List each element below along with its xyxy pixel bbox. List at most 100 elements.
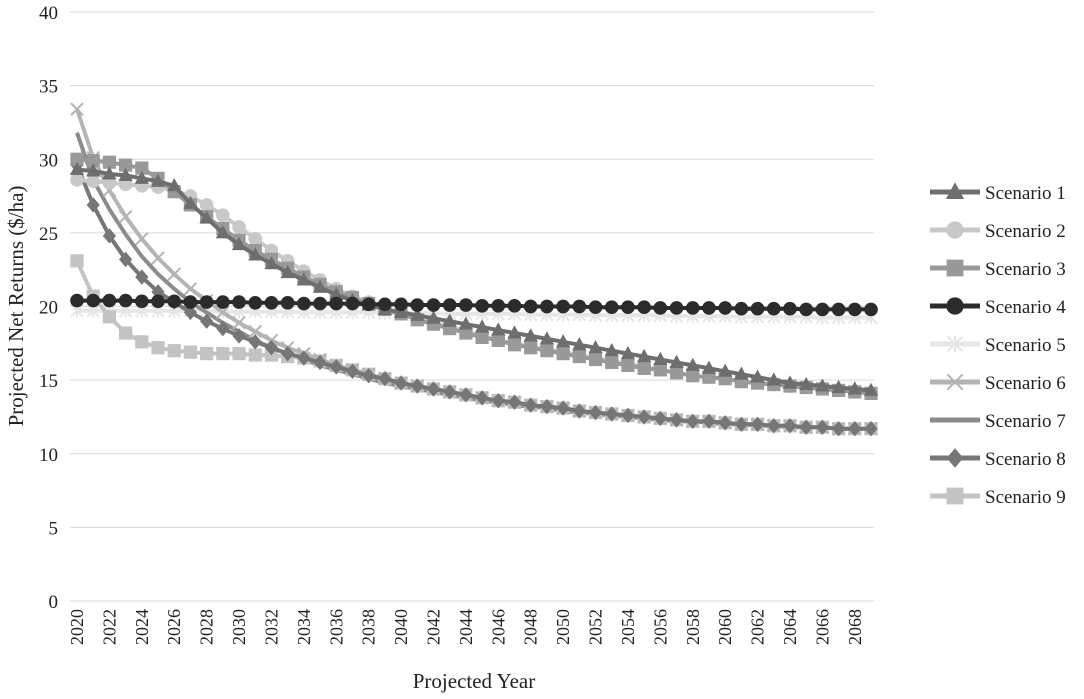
x-tick-label: 2044 xyxy=(456,609,476,645)
data-point xyxy=(70,293,84,308)
data-point xyxy=(426,310,441,324)
data-point xyxy=(604,300,619,315)
data-point xyxy=(280,264,295,279)
data-point xyxy=(248,247,263,261)
data-point xyxy=(232,295,246,309)
x-tick-label: 2062 xyxy=(748,609,768,645)
x-tick-label: 2068 xyxy=(845,609,865,645)
data-point xyxy=(199,210,214,224)
x-tick-label: 2048 xyxy=(521,609,541,645)
data-point xyxy=(766,301,781,316)
data-point xyxy=(264,256,279,270)
data-point xyxy=(297,296,311,311)
data-point xyxy=(669,366,684,380)
data-point xyxy=(734,416,748,432)
data-point xyxy=(86,197,100,213)
data-point xyxy=(167,267,181,281)
x-tick-label: 2034 xyxy=(294,609,314,645)
legend-item-4: Scenario 4 xyxy=(930,297,1066,318)
data-point xyxy=(475,390,489,406)
data-point xyxy=(183,304,198,321)
data-point xyxy=(183,282,198,296)
data-point xyxy=(848,421,862,437)
data-point xyxy=(605,406,619,422)
y-axis-tick-labels: 0 5 10 15 20 25 30 35 40 xyxy=(39,3,58,613)
data-point xyxy=(831,421,846,437)
data-point xyxy=(946,448,964,468)
data-point xyxy=(669,412,684,428)
x-tick-label: 2036 xyxy=(326,609,346,645)
legend-label: Scenario 1 xyxy=(985,183,1066,204)
data-point xyxy=(86,174,101,189)
data-point xyxy=(701,360,717,374)
data-point xyxy=(831,379,846,393)
data-point xyxy=(248,348,262,362)
x-tick-label: 2042 xyxy=(423,609,443,645)
data-point xyxy=(443,384,457,400)
series-1 xyxy=(69,161,879,396)
y-tick-label: 10 xyxy=(39,445,58,466)
data-point xyxy=(782,375,798,389)
data-point xyxy=(588,404,603,421)
data-point xyxy=(946,335,964,353)
data-point xyxy=(102,166,117,180)
data-point xyxy=(362,368,376,384)
x-tick-label: 2052 xyxy=(586,609,606,645)
data-point xyxy=(216,347,230,361)
data-point xyxy=(216,320,230,337)
legend-item-2: Scenario 2 xyxy=(930,221,1066,242)
data-point xyxy=(637,361,651,375)
data-point xyxy=(734,366,749,380)
data-point xyxy=(135,232,149,246)
series-line xyxy=(75,260,871,431)
data-point xyxy=(135,161,149,175)
data-point xyxy=(847,381,862,395)
data-point xyxy=(70,102,84,116)
data-point xyxy=(118,209,133,224)
data-point xyxy=(783,418,797,434)
legend: Scenario 1 Scenario 2 Scenario 3 Scenario 4… xyxy=(930,182,1066,508)
data-point xyxy=(524,397,538,413)
data-point xyxy=(297,350,311,366)
data-point xyxy=(734,301,749,316)
data-point xyxy=(507,394,522,410)
data-point xyxy=(134,170,149,184)
x-tick-label: 2028 xyxy=(197,609,217,645)
y-tick-label: 35 xyxy=(39,77,58,98)
data-point xyxy=(946,259,964,277)
y-tick-label: 30 xyxy=(39,150,58,171)
data-point xyxy=(475,298,489,313)
x-tick-label: 2026 xyxy=(164,609,184,645)
data-point xyxy=(119,158,133,172)
y-tick-label: 5 xyxy=(49,518,59,539)
data-point xyxy=(946,487,964,505)
data-point xyxy=(946,221,964,239)
data-point xyxy=(572,299,587,314)
data-point xyxy=(459,326,473,340)
data-point xyxy=(313,296,327,311)
data-point xyxy=(329,296,344,311)
data-point xyxy=(135,269,149,285)
legend-item-1: Scenario 1 xyxy=(930,182,1066,204)
data-point xyxy=(572,349,586,364)
data-point xyxy=(442,313,457,327)
data-point xyxy=(232,315,246,330)
data-point xyxy=(491,393,505,409)
data-point xyxy=(329,287,344,301)
data-point xyxy=(410,298,425,312)
data-point xyxy=(231,236,247,251)
data-point xyxy=(572,337,587,351)
legend-item-9: Scenario 9 xyxy=(930,487,1066,508)
data-point xyxy=(799,376,814,391)
data-point xyxy=(507,325,522,339)
data-point xyxy=(815,419,829,435)
data-point xyxy=(523,299,538,314)
data-point xyxy=(685,301,700,315)
legend-item-7: Scenario 7 xyxy=(930,411,1066,432)
data-point xyxy=(150,173,166,187)
y-tick-label: 40 xyxy=(39,3,58,24)
data-point xyxy=(248,334,262,350)
data-point xyxy=(556,299,570,314)
data-point xyxy=(540,344,554,358)
